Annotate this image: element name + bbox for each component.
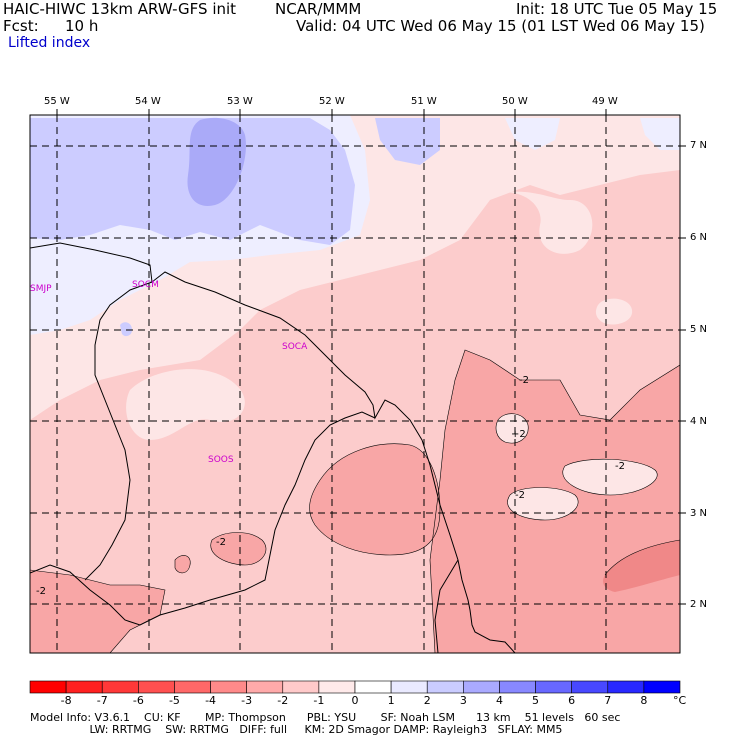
colorbar-box: [65, 680, 103, 694]
contour-label: -2: [519, 375, 529, 386]
colorbar-box: [246, 680, 284, 694]
map-frame: [29, 114, 681, 654]
init-time: Init: 18 UTC Tue 05 May 15: [516, 0, 718, 18]
colorbar-tick-label: -2: [277, 694, 289, 707]
lat-label: 5 N: [690, 324, 708, 335]
contour-label: -2: [216, 537, 226, 548]
forecast-hour: 10 h: [65, 17, 99, 35]
lon-label: 51 W: [411, 96, 437, 107]
forecast-label: Fcst:: [3, 17, 39, 35]
colorbar: [29, 680, 681, 694]
lon-label: 55 W: [44, 96, 70, 107]
lon-label: 50 W: [502, 96, 528, 107]
colorbar-tick-label: -1: [313, 694, 325, 707]
colorbar-box: [29, 680, 67, 694]
colorbar-tick-label: -6: [132, 694, 144, 707]
contour-label: -2: [615, 461, 625, 472]
colorbar-tick-label: 2: [423, 694, 431, 707]
lat-lon-grid: [30, 115, 680, 653]
colorbar-tick-label: 7: [604, 694, 612, 707]
colorbar-tick-label: 0: [351, 694, 359, 707]
valid-time: Valid: 04 UTC Wed 06 May 15 (01 LST Wed …: [296, 17, 705, 35]
model-title: HAIC-HIWC 13km ARW-GFS init: [3, 0, 237, 18]
colorbar-box: [607, 680, 645, 694]
lon-label: 54 W: [135, 96, 161, 107]
org-label: NCAR/MMM: [275, 0, 362, 18]
colorbar-box: [390, 680, 428, 694]
colorbar-box: [210, 680, 247, 694]
colorbar-tick-label: -8: [60, 694, 72, 707]
lat-label: 4 N: [690, 416, 708, 427]
colorbar-box: [571, 680, 609, 694]
colorbar-box: [282, 680, 320, 694]
station-label: SMJP: [30, 284, 52, 294]
colorbar-tick-label: 4: [495, 694, 503, 707]
lat-label: 6 N: [690, 232, 708, 243]
lat-label: 3 N: [690, 508, 708, 519]
colorbar-tick-label: -5: [168, 694, 180, 707]
lon-label: 53 W: [227, 96, 253, 107]
colorbar-unit: °C: [673, 694, 687, 707]
field-name: Lifted index: [8, 35, 91, 51]
lon-label: 49 W: [592, 96, 618, 107]
colorbar-tick-label: -4: [205, 694, 217, 707]
colorbar-tick-label: 8: [640, 694, 648, 707]
colorbar-box: [354, 680, 392, 694]
colorbar-tick-label: 3: [459, 694, 467, 707]
colorbar-box: [499, 680, 536, 694]
shade-darkblue: [187, 117, 246, 206]
colorbar-box: [535, 680, 572, 694]
colorbar-box: [101, 680, 139, 694]
lat-label: 2 N: [690, 599, 708, 610]
colorbar-box: [318, 680, 356, 694]
lat-label: 7 N: [690, 140, 708, 151]
station-label: SOCM: [132, 280, 159, 290]
station-label: SOCA: [282, 342, 308, 352]
colorbar-tick-label: 1: [387, 694, 395, 707]
station-label: SOOS: [208, 455, 234, 465]
colorbar-box: [174, 680, 211, 694]
colorbar-tick-label: -3: [241, 694, 253, 707]
colorbar-tick-label: -7: [96, 694, 108, 707]
contour-label: -2: [515, 490, 525, 501]
colorbar-box: [426, 680, 464, 694]
contour-label: +2: [511, 429, 526, 440]
contour-label: -2: [36, 586, 46, 597]
colorbar-box: [643, 680, 681, 694]
model-info-line2: LW: RRTMG SW: RRTMG DIFF: full KM: 2D Sm…: [30, 723, 563, 736]
colorbar-box: [138, 680, 175, 694]
colorbar-box: [463, 680, 500, 694]
colorbar-tick-label: 5: [532, 694, 540, 707]
coastlines: [30, 242, 516, 653]
contours: [30, 349, 680, 653]
model-info-line1: Model Info: V3.6.1 CU: KF MP: Thompson P…: [30, 711, 621, 724]
colorbar-tick-label: 6: [568, 694, 576, 707]
lon-label: 52 W: [319, 96, 345, 107]
